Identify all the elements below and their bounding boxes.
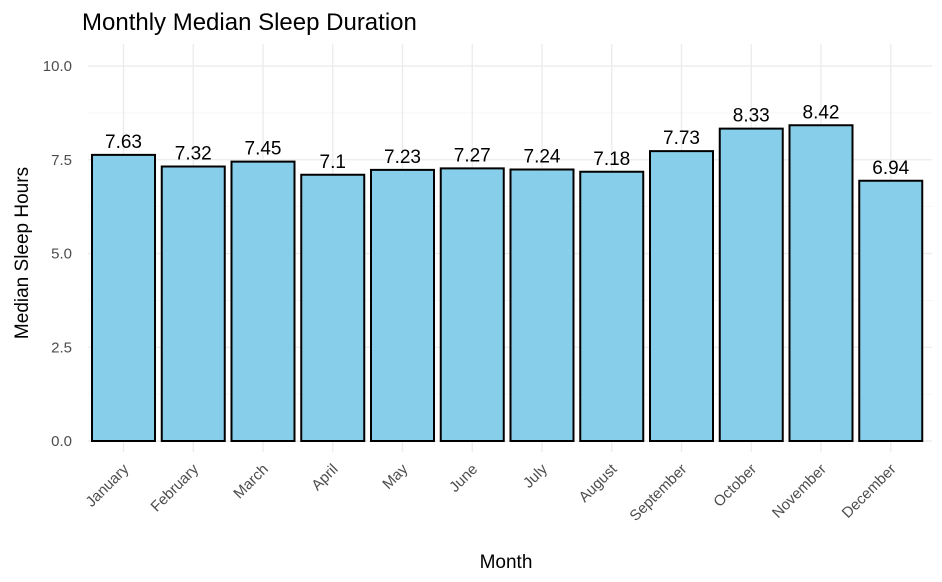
bar-october xyxy=(718,127,784,442)
y-axis-title: Median Sleep Hours xyxy=(12,167,33,339)
data-label: 8.42 xyxy=(803,102,840,123)
data-label: 7.23 xyxy=(384,147,421,168)
x-tick-label: April xyxy=(308,461,341,494)
x-tick-label: November xyxy=(769,461,830,522)
y-axis-ticks: 0.0 2.5 5.0 7.5 10.0 xyxy=(43,58,72,450)
data-label: 7.24 xyxy=(524,147,561,168)
bar-july xyxy=(509,168,575,442)
x-tick-label: July xyxy=(520,460,551,491)
x-axis-ticks: January February March April May June July Augu… xyxy=(83,460,900,524)
bar-december xyxy=(858,179,924,442)
bar-february xyxy=(160,165,226,442)
x-tick-label: October xyxy=(710,461,760,511)
x-tick-label: December xyxy=(839,461,900,522)
y-tick-label: 0.0 xyxy=(51,433,72,450)
data-label: 7.18 xyxy=(593,149,630,170)
y-tick-label: 10.0 xyxy=(43,58,72,75)
y-tick-label: 7.5 xyxy=(51,152,72,169)
bar-april xyxy=(300,173,366,442)
bar-august xyxy=(579,170,645,442)
x-tick-label: March xyxy=(230,461,271,502)
y-tick-label: 2.5 xyxy=(51,339,72,356)
data-label: 7.73 xyxy=(663,128,700,149)
bar-january xyxy=(91,153,156,442)
bar-september xyxy=(649,150,714,442)
y-tick-label: 5.0 xyxy=(51,246,72,263)
bar-may xyxy=(370,168,435,442)
chart-title: Monthly Median Sleep Duration xyxy=(82,9,417,36)
bar-march xyxy=(230,160,296,442)
data-label: 7.32 xyxy=(175,144,212,165)
x-tick-label: August xyxy=(576,460,622,506)
data-label: 6.94 xyxy=(872,158,909,179)
data-label: 7.27 xyxy=(454,145,491,166)
bar-june xyxy=(439,167,505,442)
x-tick-label: May xyxy=(379,460,411,492)
data-labels: 7.63 7.32 7.45 7.1 7.23 7.27 7.24 7.18 7.73 8.33 8… xyxy=(105,102,910,179)
data-label: 7.45 xyxy=(245,139,282,160)
x-tick-label: September xyxy=(626,461,690,525)
data-label: 7.1 xyxy=(320,152,346,173)
bars xyxy=(91,124,924,442)
data-label: 8.33 xyxy=(733,106,770,127)
data-label: 7.63 xyxy=(105,132,142,153)
x-tick-label: January xyxy=(83,460,133,510)
x-axis-title: Month xyxy=(480,552,533,573)
x-tick-label: February xyxy=(148,460,203,515)
bar-november xyxy=(788,124,854,442)
x-tick-label: June xyxy=(446,461,481,496)
